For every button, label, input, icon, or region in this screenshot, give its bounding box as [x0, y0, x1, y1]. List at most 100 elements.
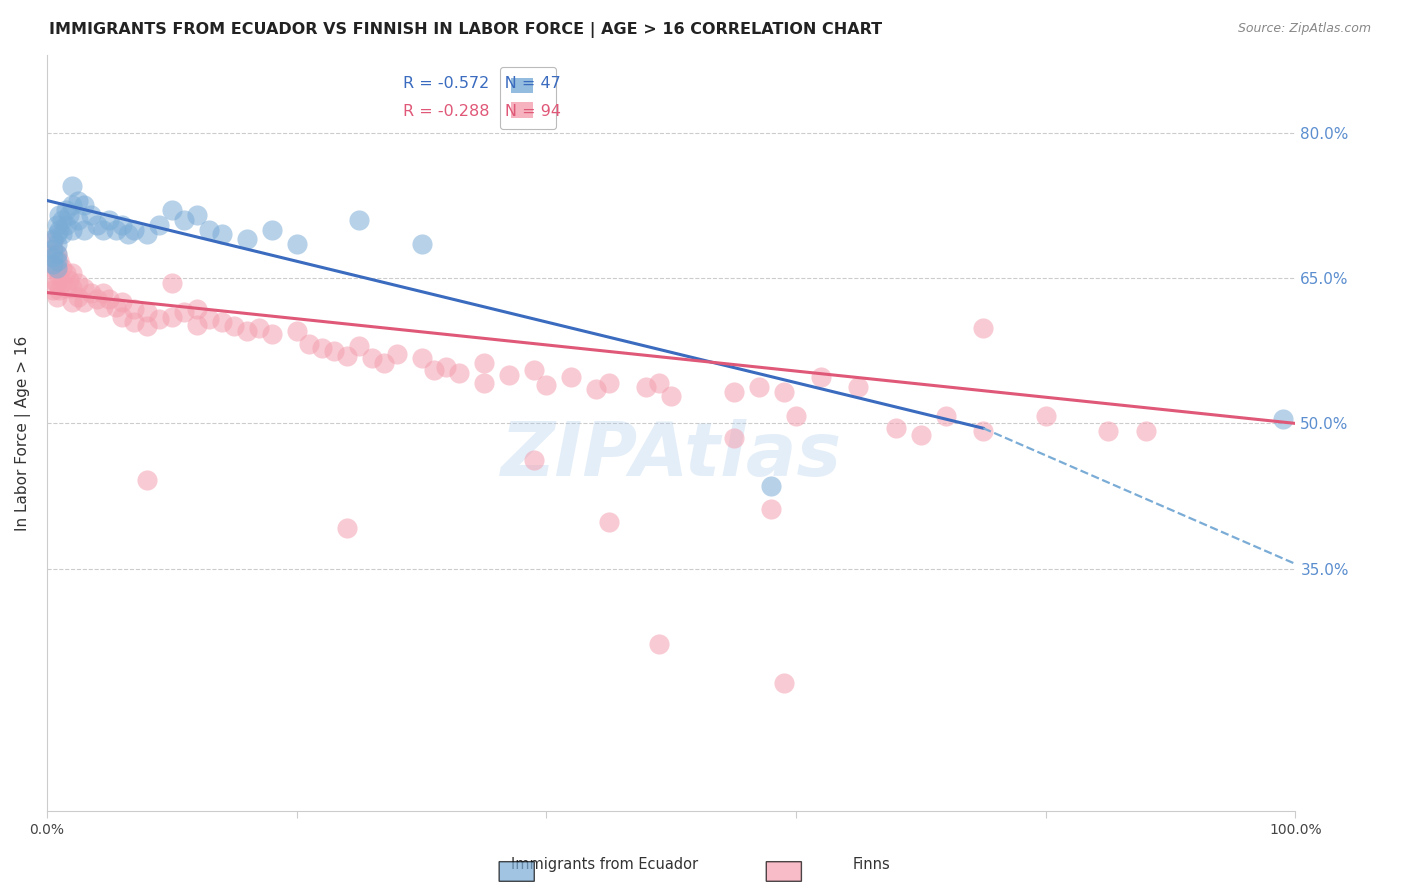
Point [111, 218, 134, 232]
Point [148, 218, 170, 232]
Point [67, 290, 90, 304]
Point [186, 208, 208, 222]
Point [884, 421, 907, 435]
Point [523, 363, 546, 377]
Point [972, 321, 994, 335]
Point [211, 315, 233, 329]
Point [117, 227, 139, 242]
Point [1097, 424, 1119, 438]
Point [111, 310, 134, 324]
Text: R = -0.572   N = 47: R = -0.572 N = 47 [402, 77, 561, 91]
Point [124, 301, 146, 316]
Point [247, 321, 270, 335]
Point [211, 227, 233, 242]
Point [648, 376, 671, 390]
Point [124, 222, 146, 236]
Point [91, 222, 114, 236]
Point [55, 281, 77, 295]
Point [86, 218, 108, 232]
Point [723, 431, 745, 445]
Text: ZIPAtlas: ZIPAtlas [501, 419, 842, 492]
Point [598, 376, 620, 390]
Point [648, 637, 671, 651]
Point [636, 379, 658, 393]
Point [46, 227, 69, 242]
Point [659, 389, 682, 403]
Point [285, 324, 308, 338]
Point [598, 515, 620, 529]
Point [98, 213, 121, 227]
Point [48, 253, 70, 268]
Point [55, 203, 77, 218]
Point [436, 360, 458, 375]
Point [336, 349, 359, 363]
Point [48, 222, 70, 236]
Point [336, 521, 359, 535]
Point [772, 385, 794, 400]
Point [42, 256, 65, 270]
Point [373, 356, 395, 370]
Point [42, 283, 65, 297]
Point [411, 237, 433, 252]
Point [385, 346, 408, 360]
Point [186, 318, 208, 332]
Point [73, 222, 96, 236]
Point [46, 247, 69, 261]
Point [472, 356, 495, 370]
Point [67, 194, 90, 208]
Point [60, 281, 83, 295]
Point [60, 295, 83, 310]
Point [235, 232, 257, 246]
Point [48, 208, 70, 222]
Point [910, 428, 932, 442]
Point [67, 213, 90, 227]
Point [60, 178, 83, 193]
Point [423, 363, 446, 377]
Point [160, 276, 183, 290]
Point [447, 366, 470, 380]
Point [58, 208, 80, 222]
Point [585, 383, 607, 397]
Point [160, 310, 183, 324]
Text: IMMIGRANTS FROM ECUADOR VS FINNISH IN LABOR FORCE | AGE > 16 CORRELATION CHART: IMMIGRANTS FROM ECUADOR VS FINNISH IN LA… [49, 22, 883, 38]
Point [723, 385, 745, 400]
Point [135, 305, 157, 319]
Point [186, 301, 208, 316]
Point [772, 676, 794, 690]
Point [759, 501, 782, 516]
Point [51, 261, 73, 276]
Point [135, 473, 157, 487]
Point [51, 227, 73, 242]
Point [60, 222, 83, 236]
Point [224, 319, 246, 334]
Point [73, 295, 96, 310]
Legend:  ,  : , [499, 67, 555, 129]
Point [86, 293, 108, 307]
Point [79, 285, 101, 300]
Point [323, 343, 346, 358]
Point [285, 237, 308, 252]
Text: Source: ZipAtlas.com: Source: ZipAtlas.com [1237, 22, 1371, 36]
Point [785, 409, 807, 423]
Point [104, 300, 127, 314]
Point [42, 242, 65, 256]
Point [48, 283, 70, 297]
Y-axis label: In Labor Force | Age > 16: In Labor Force | Age > 16 [15, 335, 31, 531]
Point [46, 253, 69, 268]
Point [67, 276, 90, 290]
Point [91, 300, 114, 314]
Point [260, 327, 283, 342]
Point [55, 218, 77, 232]
Point [42, 273, 65, 287]
Point [42, 232, 65, 246]
Point [298, 337, 321, 351]
Point [55, 266, 77, 280]
Point [311, 341, 333, 355]
Point [104, 222, 127, 236]
Point [73, 281, 96, 295]
Point [810, 370, 832, 384]
Text: Immigrants from Ecuador: Immigrants from Ecuador [510, 857, 699, 872]
Point [60, 266, 83, 280]
Point [98, 293, 121, 307]
Point [42, 247, 65, 261]
